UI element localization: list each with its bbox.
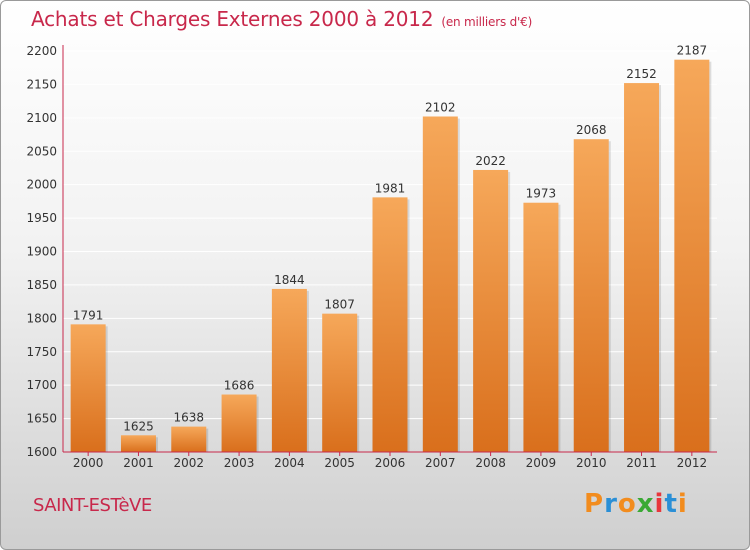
bar xyxy=(322,313,358,452)
x-tick-label: 2009 xyxy=(526,456,557,470)
data-label: 2068 xyxy=(576,123,607,137)
y-tick-label: 1800 xyxy=(26,311,57,325)
data-label: 1844 xyxy=(274,273,305,287)
y-tick-label: 1900 xyxy=(26,245,57,259)
x-tick-label: 2002 xyxy=(173,456,204,470)
place-name: SAINT-ESTèVE xyxy=(33,495,152,516)
data-label: 2022 xyxy=(475,154,506,168)
logo-letter: i xyxy=(677,489,688,519)
bar xyxy=(171,426,207,452)
bar xyxy=(271,288,307,452)
bar-chart: 1600 1650 1700 1750 1800 1850 1900 1950 2000 2050… xyxy=(26,44,717,470)
x-tick-label: 2012 xyxy=(677,456,708,470)
logo-letter: P xyxy=(584,489,605,519)
data-label: 1791 xyxy=(73,308,104,322)
y-tick-label: 2100 xyxy=(26,111,57,125)
x-tick-label: 2000 xyxy=(73,456,104,470)
bar xyxy=(70,324,106,452)
data-label: 1625 xyxy=(123,419,154,433)
bar xyxy=(624,83,660,452)
data-labels: 1791 1625 1638 1686 1844 1807 1981 2102 2022 1973… xyxy=(73,44,707,434)
axes: 1600 1650 1700 1750 1800 1850 1900 1950 2000 2050… xyxy=(26,44,717,470)
y-tick-label: 1750 xyxy=(26,345,57,359)
bars xyxy=(70,59,712,453)
bar xyxy=(573,139,609,452)
title-text: Achats et Charges Externes 2000 à 2012 xyxy=(31,7,434,31)
bar xyxy=(120,435,156,452)
bar xyxy=(473,169,509,453)
logo-letter: x xyxy=(636,489,655,519)
x-tick-label: 2008 xyxy=(475,456,506,470)
data-label: 1686 xyxy=(224,379,255,393)
data-label: 1973 xyxy=(526,187,557,201)
proxiti-logo[interactable]: Proxiti xyxy=(584,489,688,519)
logo-letter: o xyxy=(617,489,637,519)
y-tick-label: 1650 xyxy=(26,412,57,426)
x-tick-label: 2006 xyxy=(375,456,406,470)
data-label: 1807 xyxy=(324,298,355,312)
bar xyxy=(523,202,559,452)
logo-letter: t xyxy=(664,489,678,519)
data-label: 1981 xyxy=(375,181,406,195)
data-label: 2187 xyxy=(677,44,708,58)
bar xyxy=(221,394,257,452)
y-tick-label: 2000 xyxy=(26,178,57,192)
logo-letter: i xyxy=(654,489,665,519)
x-tick-label: 2003 xyxy=(224,456,255,470)
x-tick-label: 2004 xyxy=(274,456,305,470)
x-tick-label: 2010 xyxy=(576,456,607,470)
y-tick-label: 1950 xyxy=(26,211,57,225)
unit-note: (en milliers d'€) xyxy=(441,15,533,29)
data-label: 2152 xyxy=(626,67,657,81)
y-tick-label: 1700 xyxy=(26,378,57,392)
y-tick-label: 2200 xyxy=(26,44,57,58)
x-tick-label: 2007 xyxy=(425,456,456,470)
y-tick-label: 2150 xyxy=(26,77,57,91)
x-tick-label: 2011 xyxy=(626,456,657,470)
data-label: 1638 xyxy=(173,411,204,425)
y-tick-label: 1600 xyxy=(26,445,57,459)
y-tick-label: 1850 xyxy=(26,278,57,292)
data-label: 2102 xyxy=(425,100,456,114)
bar xyxy=(674,59,710,453)
y-tick-label: 2050 xyxy=(26,144,57,158)
bar xyxy=(422,116,458,452)
bar xyxy=(372,197,408,452)
chart-title: Achats et Charges Externes 2000 à 2012 (e… xyxy=(31,7,532,31)
logo-letter: r xyxy=(604,489,618,519)
x-tick-label: 2001 xyxy=(123,456,154,470)
x-tick-label: 2005 xyxy=(324,456,355,470)
